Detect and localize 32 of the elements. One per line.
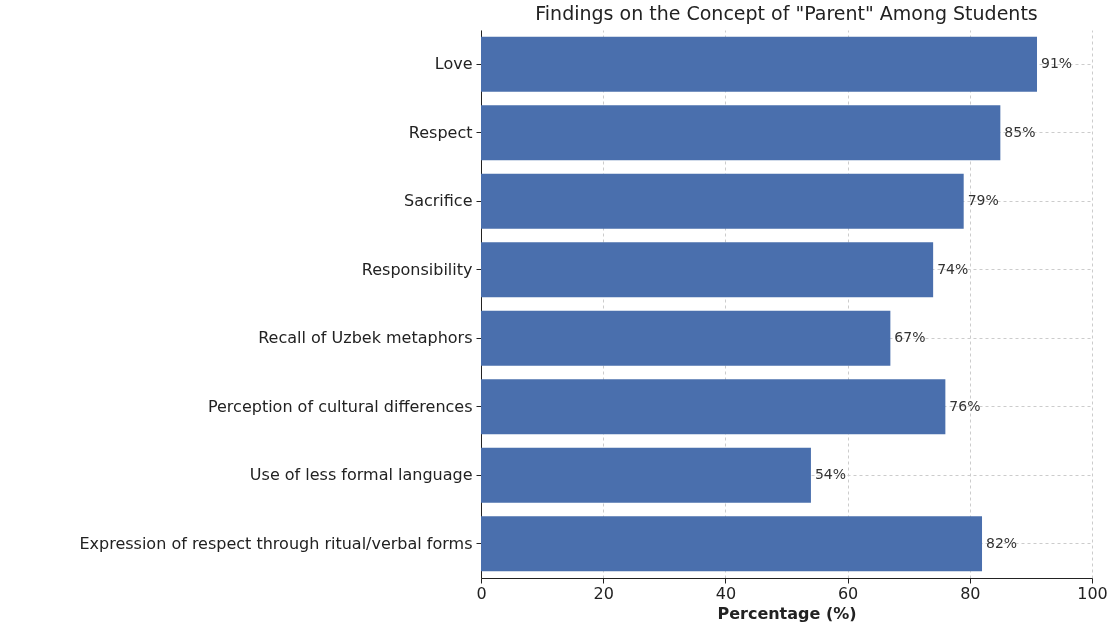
bar [481, 173, 964, 229]
data-label: 91% [1041, 55, 1073, 72]
y-tick-label: Respect [408, 122, 473, 142]
bar [481, 516, 983, 572]
y-tick-label: Love [434, 54, 473, 74]
data-label: 54% [814, 466, 847, 483]
data-label: 85% [1004, 123, 1036, 140]
bar [481, 447, 811, 503]
x-tick-label: 0 [476, 583, 487, 603]
x-axis-title: Percentage (%) [717, 603, 857, 623]
x-tick-label: 100 [1077, 583, 1108, 603]
data-label: 74% [937, 260, 969, 277]
bar [481, 310, 891, 366]
data-label: 67% [894, 329, 926, 346]
y-tick-label: Responsibility [361, 259, 473, 279]
chart-title: Findings on the Concept of "Parent" Among Students [535, 2, 1038, 24]
bar [481, 36, 1038, 92]
y-tick-label: Sacrifice [404, 191, 473, 211]
data-label: 76% [949, 397, 981, 414]
y-tick-label: Perception of cultural differences [207, 396, 473, 416]
data-label: 82% [986, 534, 1018, 551]
bar [481, 105, 1001, 161]
x-tick-label: 40 [715, 583, 737, 603]
x-tick-label: 80 [960, 583, 981, 603]
x-tick-label: 20 [593, 583, 614, 603]
y-tick-label: Use of less formal language [249, 465, 473, 485]
bar [481, 379, 946, 435]
y-tick-label: Recall of Uzbek metaphors [258, 328, 473, 348]
bar [481, 242, 934, 298]
y-tick-label: Expression of respect through ritual/verbal forms [79, 533, 473, 553]
data-label: 79% [967, 192, 999, 209]
x-tick-label: 60 [837, 583, 859, 603]
